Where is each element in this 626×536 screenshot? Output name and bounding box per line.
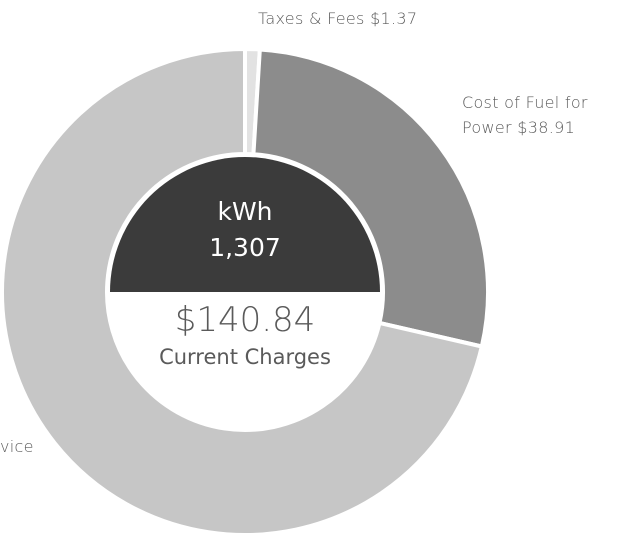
slice-value: $38.91 <box>517 118 576 137</box>
slice-name: Taxes & Fees <box>258 9 365 28</box>
usage-half <box>110 157 380 292</box>
total-value: $140.84 <box>175 300 316 340</box>
slice-name: vice <box>0 437 34 456</box>
slice <box>251 47 490 349</box>
usage-value: 1,307 <box>209 233 281 262</box>
slice-label: Cost of Fuel for Power $38.91 <box>462 90 622 140</box>
total-caption: Current Charges <box>159 345 331 369</box>
slice-label: vice <box>0 434 34 459</box>
slice <box>0 46 485 536</box>
usage-unit: kWh <box>217 197 272 226</box>
slice-name: Cost of Fuel for Power <box>462 93 588 137</box>
slice-value: $1.37 <box>370 9 418 28</box>
slice-label: Taxes & Fees $1.37 <box>258 6 417 31</box>
